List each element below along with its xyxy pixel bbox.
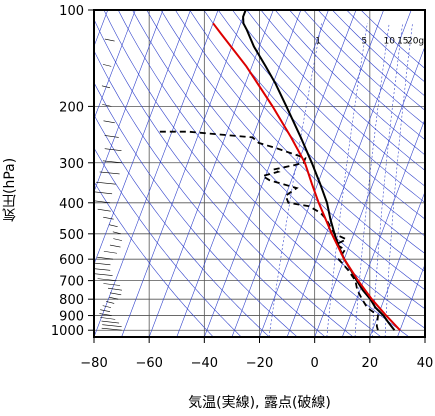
series-layer [158, 10, 400, 330]
wind-barb [98, 209, 111, 211]
wind-barb [100, 317, 115, 319]
isotherm-line [149, 10, 273, 337]
wind-barb [105, 149, 122, 151]
wind-barb [93, 274, 113, 276]
dry-adiabat-line [147, 10, 435, 337]
y-tick-label: 400 [59, 197, 84, 212]
x-tick-label: −20 [246, 356, 273, 371]
mixing-ratio-layer [269, 23, 413, 337]
wind-barb [100, 172, 120, 174]
wind-barb [100, 310, 110, 312]
y-tick-label: 1000 [51, 324, 84, 339]
dry-adiabat-line [161, 10, 435, 337]
mixing-ratio-label: 10 [383, 36, 395, 46]
wind-barb [105, 39, 115, 41]
wind-barb [103, 306, 111, 308]
isotherm-line [315, 10, 435, 337]
wind-barb [113, 239, 122, 241]
dewpoint-line [158, 132, 378, 331]
wind-barb [101, 321, 119, 323]
dry-adiabat-line [332, 10, 435, 337]
dry-adiabat-line [118, 10, 409, 337]
x-tick-label: 0 [311, 356, 319, 371]
dry-adiabat-line [347, 10, 435, 337]
y-tick-label: 300 [59, 157, 84, 172]
wind-barb-layer [91, 39, 122, 330]
isotherm-line [397, 10, 435, 337]
wind-barb [103, 121, 114, 123]
y-tick-label: 900 [59, 310, 84, 325]
mixing-ratio-label: 5 [361, 36, 367, 46]
wind-barb [94, 192, 112, 194]
wind-barb [110, 245, 121, 247]
isotherm-line [425, 10, 435, 337]
x-tick-label: −40 [191, 356, 218, 371]
mixing-ratio-label: 20g [407, 36, 424, 46]
isotherm-line [232, 10, 356, 337]
isotherm-line [177, 10, 301, 337]
dry-adiabat-line [275, 10, 435, 337]
y-axis-title: 気圧(hPa) [1, 150, 19, 230]
wind-barb [102, 325, 121, 327]
x-tick-label: −80 [80, 356, 107, 371]
mixing-ratio-line [385, 23, 412, 337]
y-tick-label: 200 [59, 100, 84, 115]
wind-barb [103, 283, 120, 285]
wind-barb [104, 251, 117, 253]
mixing-ratio-label: 1 [315, 36, 321, 46]
dry-adiabat-line [175, 10, 435, 337]
wind-barb [108, 288, 122, 290]
x-tick-label: −60 [135, 356, 162, 371]
x-axis-title: 気温(実線), 露点(破線) [94, 392, 425, 412]
isotherm-line [204, 10, 328, 337]
y-tick-label: 100 [59, 4, 84, 19]
y-tick-label: 600 [59, 253, 84, 268]
wind-barb [103, 64, 111, 66]
wind-barb [109, 225, 118, 227]
isotherm-line [39, 10, 163, 337]
y-tick-label: 500 [59, 228, 84, 243]
wind-barb [110, 293, 121, 295]
y-tick-label: 700 [59, 275, 84, 290]
x-tick-label: 40 [417, 356, 434, 371]
reference-adiabat-line [213, 23, 400, 330]
isotherm-line [122, 10, 246, 337]
y-tick-label: 800 [59, 293, 84, 308]
isotherm-line [66, 10, 190, 337]
dry-adiabat-line [132, 10, 435, 337]
wind-barb [96, 182, 116, 184]
x-tick-label: 20 [362, 356, 379, 371]
